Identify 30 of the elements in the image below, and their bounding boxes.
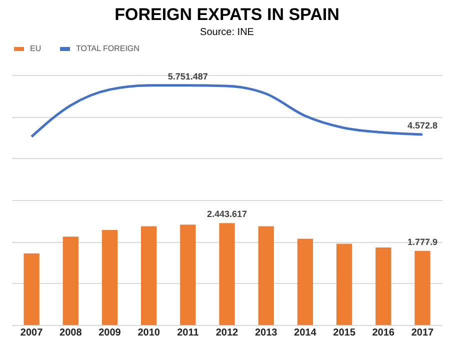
x-tick-label: 2012: [216, 328, 239, 338]
bar: [102, 230, 118, 325]
bar: [141, 226, 157, 325]
bar: [297, 238, 313, 325]
x-tick-label: 2011: [177, 328, 200, 338]
bar: [336, 244, 352, 325]
bar: [376, 248, 392, 325]
bar: [62, 236, 78, 325]
legend-label: EU: [30, 44, 42, 53]
x-tick-label: 2017: [411, 328, 434, 338]
bar: [24, 253, 40, 325]
data-label: 1.777.9: [407, 236, 438, 247]
data-label: 5.751.487: [168, 71, 208, 82]
x-tick-label: 2013: [254, 328, 278, 338]
x-tick-label: 2015: [333, 328, 356, 338]
legend-label: TOTAL FOREIGN: [76, 44, 140, 53]
x-tick-label: 2008: [60, 328, 82, 338]
bar: [258, 226, 274, 325]
bar: [219, 223, 235, 325]
data-label: 2.443.617: [206, 209, 248, 220]
bar: [414, 250, 430, 325]
chart-subtitle: Source: INE: [200, 27, 254, 38]
x-tick-label: 2016: [372, 328, 395, 338]
chart-title: FOREIGN EXPATS IN SPAIN: [114, 5, 340, 24]
bar: [180, 224, 196, 325]
data-label: 4.572.8: [407, 120, 438, 130]
x-tick-label: 2009: [98, 328, 122, 338]
x-tick-label: 2014: [294, 328, 317, 338]
x-tick-label: 2007: [20, 328, 44, 338]
x-tick-label: 2010: [138, 328, 160, 338]
